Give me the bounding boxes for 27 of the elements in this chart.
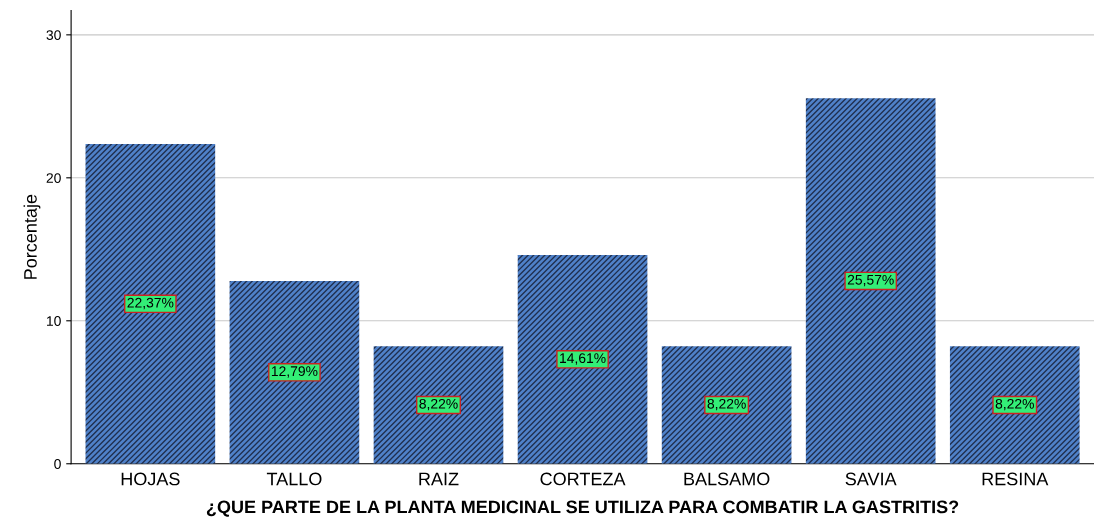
data-label: 22,37% <box>127 297 174 310</box>
x-tick-label: RESINA <box>982 472 1049 486</box>
bar <box>661 346 792 464</box>
x-tick-label: RAIZ <box>419 472 459 486</box>
x-tick-label: CORTEZA <box>540 472 626 486</box>
bar <box>229 280 360 464</box>
x-tick-label: HOJAS <box>121 472 180 486</box>
data-label: 8,22% <box>995 398 1034 411</box>
y-tick-label: 30 <box>46 30 61 41</box>
y-axis-title: Porcentaje <box>23 194 41 279</box>
x-tick-label: SAVIA <box>845 472 897 486</box>
data-label: 8,22% <box>707 398 746 411</box>
bar <box>949 346 1080 464</box>
bar <box>85 143 216 464</box>
data-label: 8,22% <box>419 398 458 411</box>
x-tick-label: TALLO <box>266 472 322 486</box>
data-label: 12,79% <box>271 366 318 378</box>
y-tick-label: 0 <box>54 459 61 469</box>
bar <box>373 346 504 464</box>
y-tick-label: 20 <box>46 173 61 183</box>
data-label: 25,57% <box>847 274 894 287</box>
bar <box>517 254 648 464</box>
x-tick-label: BALSAMO <box>684 472 770 486</box>
data-label: 14,61% <box>560 353 606 365</box>
y-tick-label: 10 <box>47 316 61 326</box>
bar <box>805 98 936 464</box>
x-axis-title: ¿QUE PARTE DE LA PLANTA MEDICINAL SE UTILIZA PARA COMBATIR LA GASTRITIS? <box>206 500 959 517</box>
